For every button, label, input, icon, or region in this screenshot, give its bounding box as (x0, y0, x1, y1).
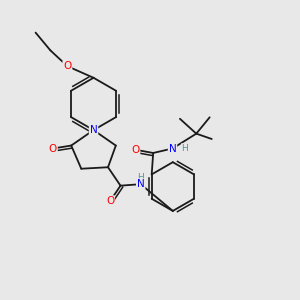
Text: H: H (137, 173, 144, 182)
Text: H: H (182, 144, 188, 153)
Text: N: N (90, 125, 98, 135)
Text: O: O (63, 61, 71, 71)
Text: N: N (137, 179, 145, 189)
Text: O: O (106, 196, 114, 206)
Text: N: N (169, 143, 176, 154)
Text: O: O (49, 143, 57, 154)
Text: O: O (131, 145, 140, 155)
